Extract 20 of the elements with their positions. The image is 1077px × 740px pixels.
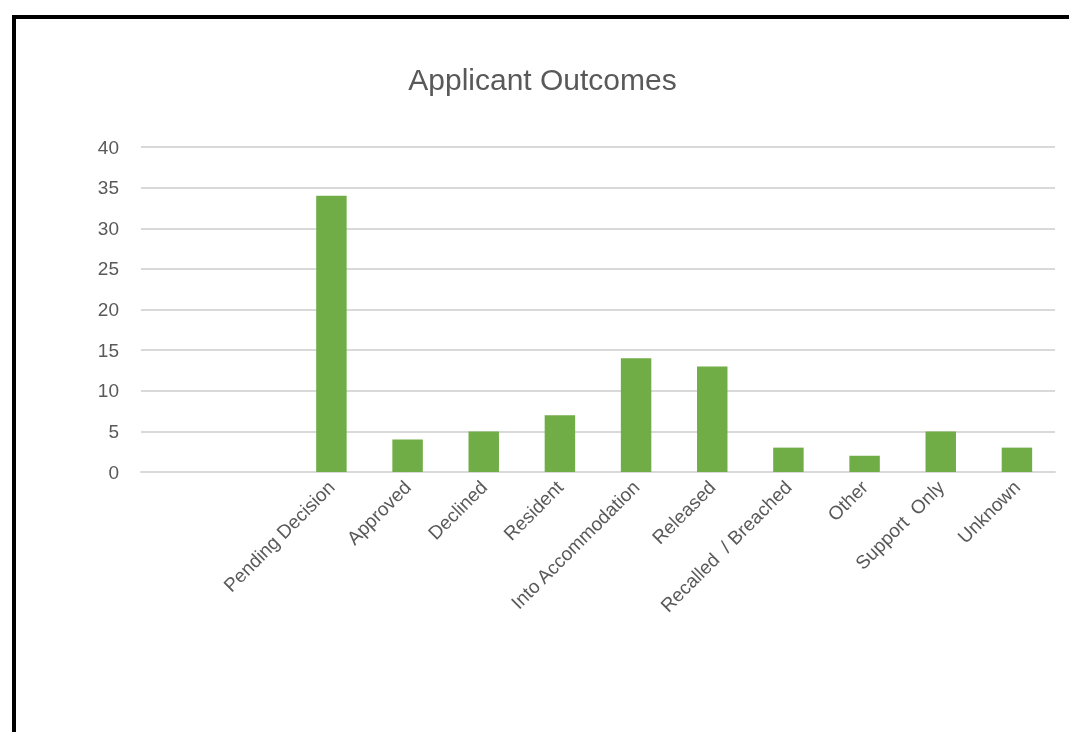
chart-title: Applicant Outcomes: [408, 62, 677, 96]
bar: [1001, 447, 1033, 472]
y-tick-label: 30: [97, 217, 119, 239]
y-tick-label: 20: [97, 299, 119, 320]
bar: [544, 415, 576, 472]
bar: [925, 431, 956, 472]
bar: [849, 455, 880, 472]
y-tick-label: 25: [97, 258, 119, 280]
y-tick-label: 15: [97, 339, 119, 361]
bar: [697, 366, 728, 472]
bar: [392, 439, 423, 472]
bar: [773, 447, 804, 472]
y-tick-label: 0: [108, 461, 119, 483]
y-tick-label: 35: [97, 177, 119, 199]
y-tick-label: 5: [108, 420, 119, 442]
y-tick-label: 10: [97, 380, 119, 402]
y-tick-label: 40: [97, 136, 119, 158]
bar: [316, 195, 347, 472]
bar: [620, 358, 652, 472]
bar: [468, 431, 499, 472]
